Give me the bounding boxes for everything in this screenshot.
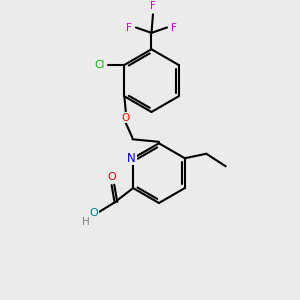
Text: O: O bbox=[107, 172, 116, 182]
Text: N: N bbox=[127, 152, 136, 165]
Text: Cl: Cl bbox=[95, 60, 105, 70]
Text: O: O bbox=[122, 113, 130, 123]
Text: O: O bbox=[89, 208, 98, 218]
Text: F: F bbox=[150, 1, 156, 11]
Text: F: F bbox=[171, 22, 176, 32]
Text: F: F bbox=[127, 22, 132, 32]
Text: H: H bbox=[82, 217, 89, 226]
